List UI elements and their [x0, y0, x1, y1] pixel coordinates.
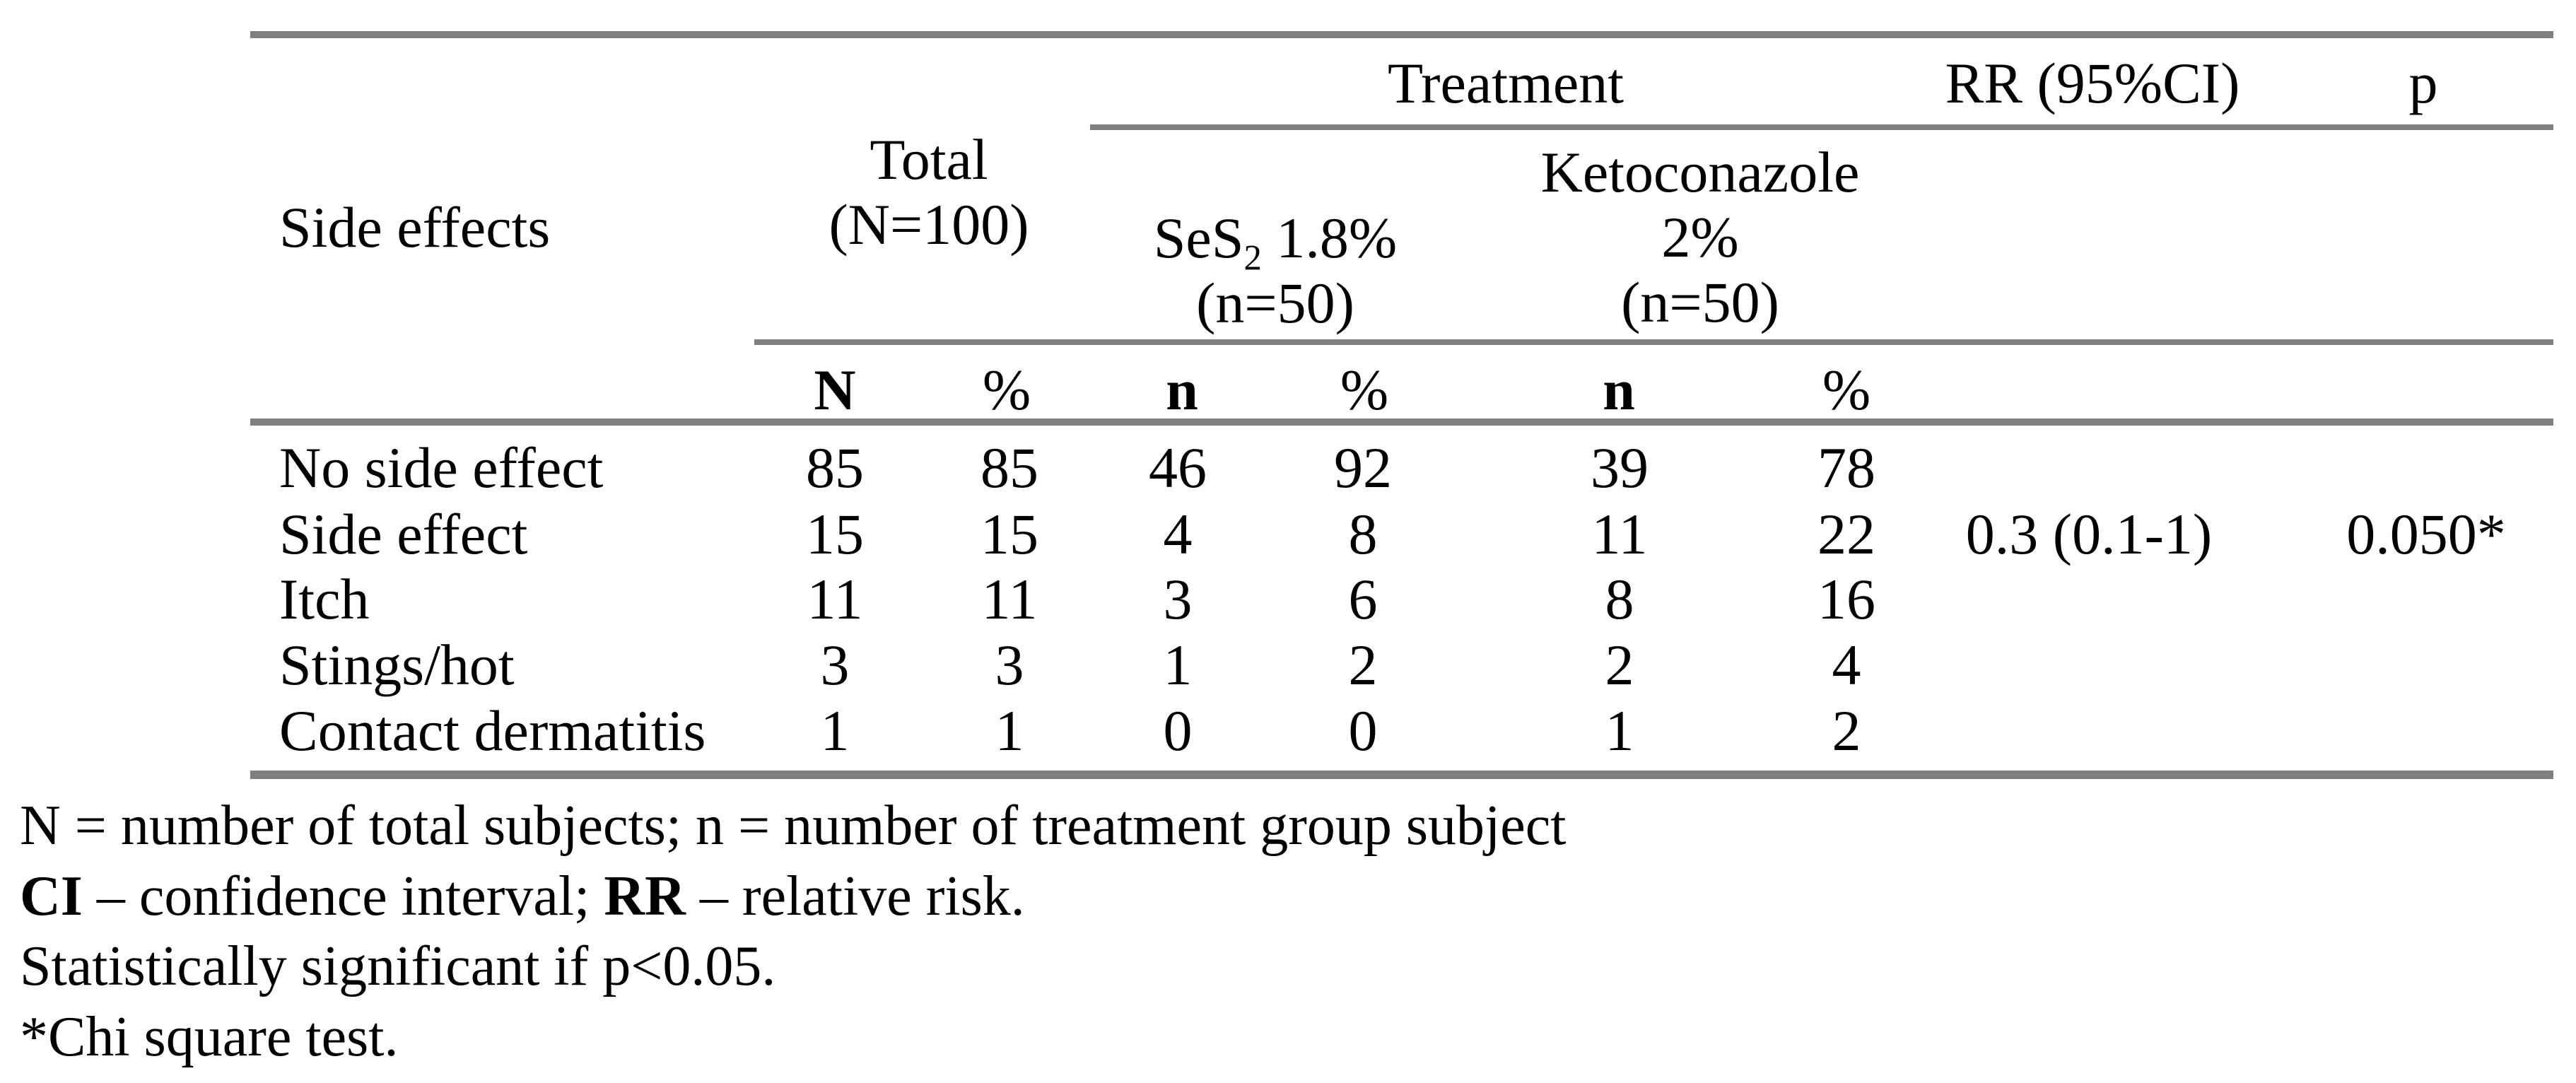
col-header-rr: RR (95%CI) [1945, 51, 2240, 115]
subheader-n-ses2: n [1166, 358, 1198, 422]
value-cell: 0 [1163, 698, 1193, 763]
footnote-ci-text: – confidence interval; [82, 865, 604, 927]
value-cell: 2 [1605, 633, 1634, 697]
group-header-total-line2: (N=100) [829, 192, 1029, 257]
group-header-keto-line2: 2% [1661, 205, 1739, 269]
row-label: Itch [279, 567, 370, 631]
value-cell: 0 [1348, 698, 1378, 763]
subheader-pct-ses2: % [1340, 358, 1389, 422]
p-value-cell: 0.050* [2346, 502, 2506, 566]
footnote-chi-square: *Chi square test. [20, 1006, 399, 1068]
group-header-ses2-line2: (n=50) [1196, 271, 1354, 335]
value-cell: 15 [980, 502, 1038, 566]
value-cell: 11 [1591, 502, 1648, 566]
group-header-keto-line1: Ketoconazole [1540, 140, 1860, 204]
col-header-p: p [2408, 51, 2438, 115]
value-cell: 2 [1348, 633, 1378, 697]
value-cell: 11 [981, 567, 1038, 631]
value-cell: 78 [1817, 435, 1875, 500]
rule-above-data [250, 418, 2553, 426]
value-cell: 3 [820, 633, 850, 697]
row-label: Contact dermatitis [279, 698, 706, 763]
row-label: Side effect [279, 502, 528, 566]
footnote-abbrev-Nn: N = number of total subjects; n = number… [20, 795, 1567, 857]
value-cell: 16 [1817, 567, 1875, 631]
table-rule-bottom [250, 771, 2553, 779]
value-cell: 92 [1334, 435, 1392, 500]
row-label: No side effect [279, 435, 604, 500]
value-cell: 8 [1605, 567, 1634, 631]
value-cell: 11 [807, 567, 863, 631]
group-header-ses2-line1: SeS2 1.8% [1153, 206, 1398, 278]
value-cell: 39 [1591, 435, 1649, 500]
rule-above-subheader [754, 339, 2553, 345]
value-cell: 4 [1163, 502, 1193, 566]
rr-value-cell: 0.3 (0.1-1) [1965, 502, 2213, 566]
group-header-ses2: SeS2 1.8% (n=50) [1154, 206, 1397, 336]
value-cell: 1 [1605, 698, 1634, 763]
footnote-ci-abbrev: CI [20, 865, 83, 927]
value-cell: 1 [1163, 633, 1193, 697]
value-cell: 1 [820, 698, 850, 763]
footnote-significance: Statistically significant if p<0.05. [20, 935, 776, 997]
footnote-abbrev-ci-rr: CI – confidence interval; RR – relative … [20, 868, 1025, 925]
footnote-rr-abbrev: RR [604, 865, 686, 927]
value-cell: 3 [995, 633, 1024, 697]
value-cell: 3 [1163, 567, 1193, 631]
row-label: Stings/hot [279, 633, 515, 697]
group-header-keto-line3: (n=50) [1621, 270, 1779, 334]
value-cell: 22 [1817, 502, 1875, 566]
rule-under-treatment-header [1090, 124, 2553, 130]
subheader-n-keto: n [1603, 358, 1635, 422]
col-header-treatment: Treatment [1387, 51, 1624, 115]
value-cell: 2 [1832, 698, 1861, 763]
subheader-pct-keto: % [1822, 358, 1871, 422]
value-cell: 6 [1348, 567, 1378, 631]
value-cell: 46 [1149, 435, 1207, 500]
value-cell: 4 [1832, 633, 1861, 697]
group-header-ketoconazole: Ketoconazole 2% (n=50) [1541, 140, 1860, 335]
value-cell: 85 [980, 435, 1038, 500]
group-header-total-line1: Total [870, 127, 988, 192]
value-cell: 85 [806, 435, 864, 500]
footnote-rr-text: – relative risk. [685, 865, 1025, 927]
group-header-total: Total (N=100) [829, 127, 1029, 257]
ses2-subscript: 2 [1243, 238, 1262, 278]
value-cell: 1 [995, 698, 1024, 763]
value-cell: 15 [806, 502, 864, 566]
subheader-N-total: N [814, 358, 856, 422]
subheader-pct-total: % [982, 358, 1031, 422]
stub-header-side-effects: Side effects [279, 195, 551, 259]
value-cell: 8 [1348, 502, 1378, 566]
table-rule-top [250, 31, 2553, 38]
